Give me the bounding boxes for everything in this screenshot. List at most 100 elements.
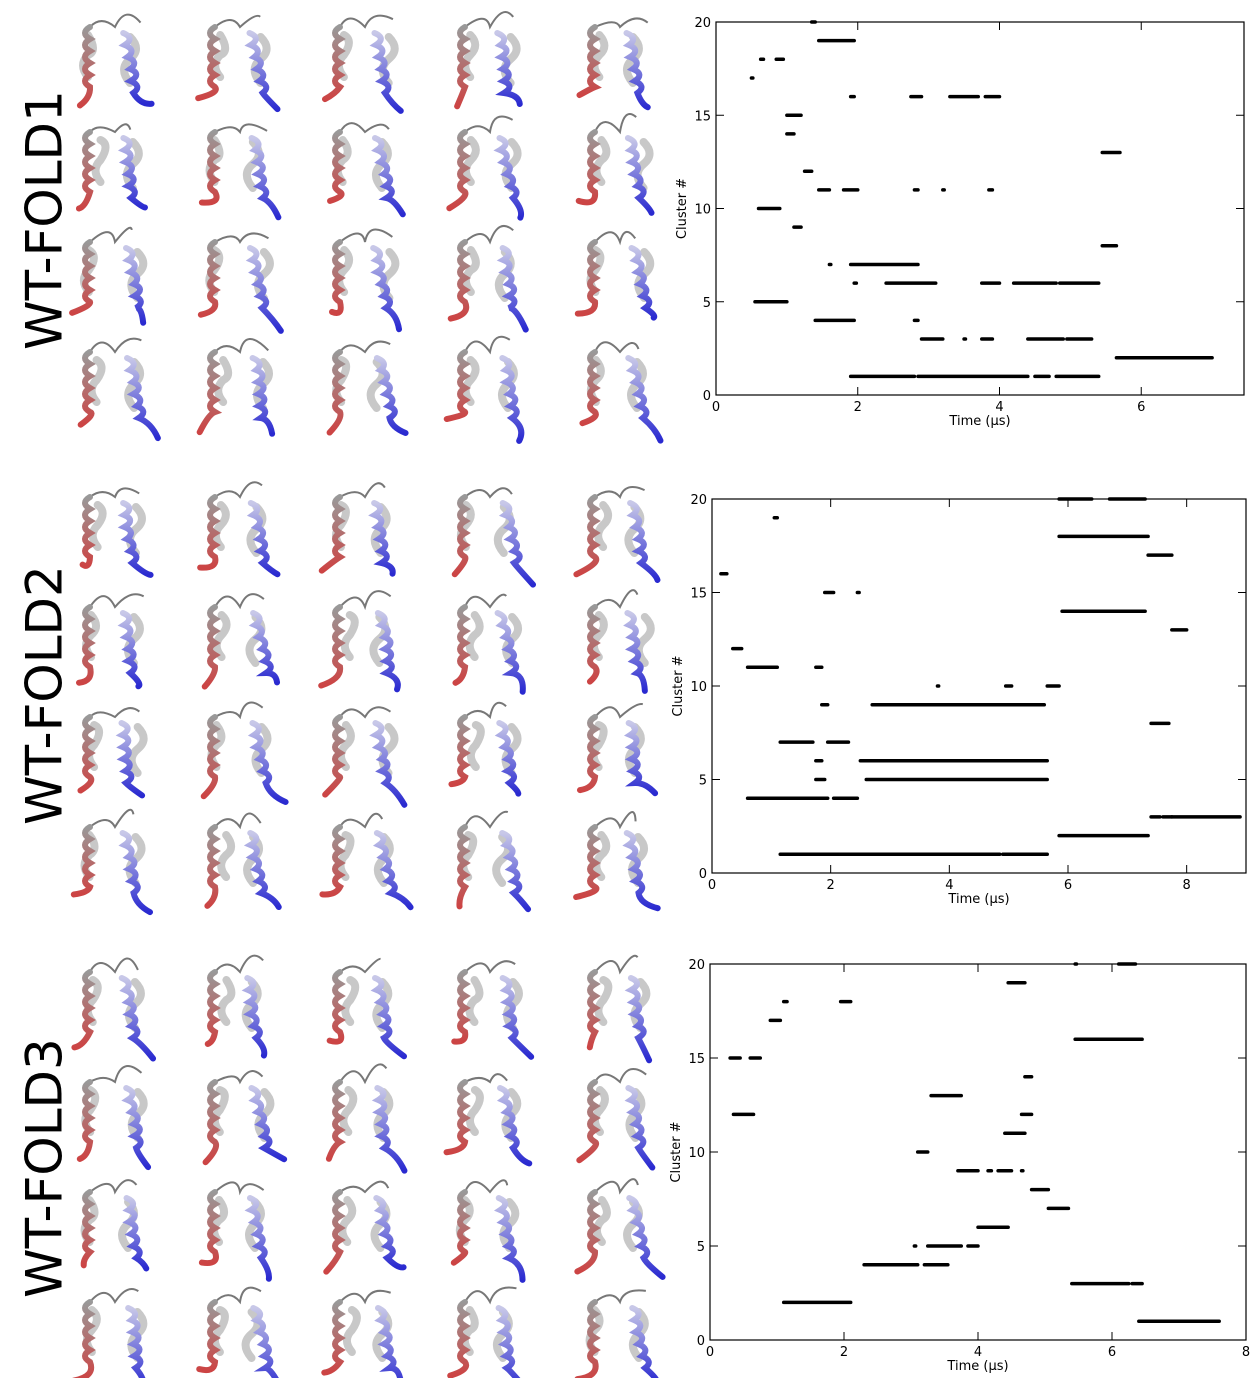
loop	[215, 16, 260, 27]
helix-n	[202, 1192, 216, 1263]
x-tick-label: 4	[995, 400, 1003, 415]
helix-n	[74, 972, 90, 1047]
helix-n	[578, 242, 595, 314]
loop	[465, 116, 513, 132]
protein-thumbnail	[206, 1071, 285, 1162]
helix-n	[330, 132, 342, 201]
loop	[340, 123, 389, 132]
protein-thumbnail	[332, 229, 399, 329]
x-tick-label: 2	[840, 1345, 848, 1360]
helix-c	[377, 358, 406, 433]
protein-thumbnail	[326, 1182, 403, 1272]
helix-n	[455, 497, 466, 574]
helix-n	[200, 352, 215, 432]
protein-thumbnail	[455, 595, 522, 692]
loop	[215, 124, 267, 132]
protein-thumbnail	[447, 337, 522, 441]
y-tick-label: 15	[694, 109, 711, 124]
helix-n	[205, 607, 215, 687]
helix-n	[321, 607, 340, 686]
helix-n	[322, 497, 340, 571]
helix-c	[503, 503, 533, 585]
protein-thumbnail	[80, 708, 143, 795]
x-tick-label: 4	[945, 878, 953, 893]
helix-n	[576, 497, 596, 574]
protein-thumbnail	[81, 339, 158, 438]
loop	[90, 339, 141, 352]
loop	[595, 590, 637, 607]
y-tick-label: 15	[690, 587, 707, 602]
y-tick-label: 5	[703, 296, 711, 311]
protein-thumbnail	[447, 1074, 530, 1163]
protein-thumbnail	[84, 1180, 147, 1268]
protein-thumbnail	[79, 594, 144, 686]
helix-n	[330, 352, 341, 433]
protein-thumbnail	[198, 16, 277, 109]
helix-n	[451, 717, 465, 784]
helix-c	[499, 1308, 528, 1378]
protein-thumbnail	[329, 1064, 405, 1170]
loop	[465, 703, 506, 717]
protein-thumbnail	[454, 961, 531, 1057]
loop	[340, 814, 382, 827]
loop	[215, 703, 263, 717]
y-axis-label: Cluster #	[675, 178, 690, 239]
protein-thumbnail	[74, 1289, 144, 1378]
loop	[90, 228, 132, 242]
protein-thumbnail	[579, 114, 652, 213]
protein-thumbnail	[208, 956, 265, 1056]
loop	[595, 487, 645, 497]
y-tick-label: 20	[688, 958, 705, 973]
helix-n	[324, 1302, 340, 1373]
protein-thumbnail	[579, 18, 647, 107]
protein-thumbnail	[455, 488, 533, 584]
protein-thumbnail	[451, 226, 526, 330]
protein-thumbnail	[199, 1288, 282, 1378]
protein-thumbnail	[577, 1290, 656, 1378]
backbone-shadow	[215, 1310, 258, 1358]
helix-c	[250, 833, 278, 907]
helix-n	[330, 972, 342, 1042]
loop	[215, 339, 268, 352]
panel-label: WT-FOLD3	[16, 1038, 74, 1298]
helix-n	[325, 717, 340, 795]
loop	[595, 812, 636, 827]
helix-n	[199, 1302, 215, 1370]
loop	[340, 342, 390, 352]
protein-thumbnail	[74, 810, 150, 912]
loop	[465, 812, 508, 827]
x-tick-label: 6	[1108, 1345, 1116, 1360]
protein-thumbnail	[578, 232, 654, 318]
helix-n	[455, 607, 465, 683]
loop	[215, 233, 268, 242]
helix-c	[252, 138, 279, 217]
protein-thumbnail	[330, 342, 406, 433]
protein-thumbnail	[324, 1291, 401, 1378]
y-tick-label: 0	[697, 1334, 705, 1349]
helix-n	[200, 497, 215, 568]
y-tick-label: 10	[688, 1146, 705, 1161]
loop	[340, 229, 392, 242]
x-axis-label: Time (µs)	[948, 414, 1010, 429]
plot-frame	[710, 964, 1246, 1340]
protein-thumbnail	[590, 590, 651, 691]
loop	[595, 232, 635, 242]
loop	[90, 708, 139, 717]
x-axis-label: Time (µs)	[946, 1359, 1008, 1374]
x-tick-label: 4	[974, 1345, 982, 1360]
loop	[340, 707, 390, 717]
protein-thumbnail	[80, 1066, 148, 1167]
helix-n	[208, 972, 215, 1044]
loop	[595, 956, 638, 972]
loop	[90, 959, 138, 972]
loop	[340, 1182, 388, 1192]
protein-thumbnail	[200, 482, 277, 574]
helix-n	[580, 717, 595, 790]
panel-label: WT-FOLD1	[16, 90, 74, 350]
helix-n	[198, 27, 216, 98]
x-tick-label: 0	[712, 400, 720, 415]
helix-n	[80, 717, 91, 791]
loop	[215, 594, 264, 607]
x-tick-label: 0	[708, 878, 716, 893]
helix-n	[332, 242, 341, 313]
